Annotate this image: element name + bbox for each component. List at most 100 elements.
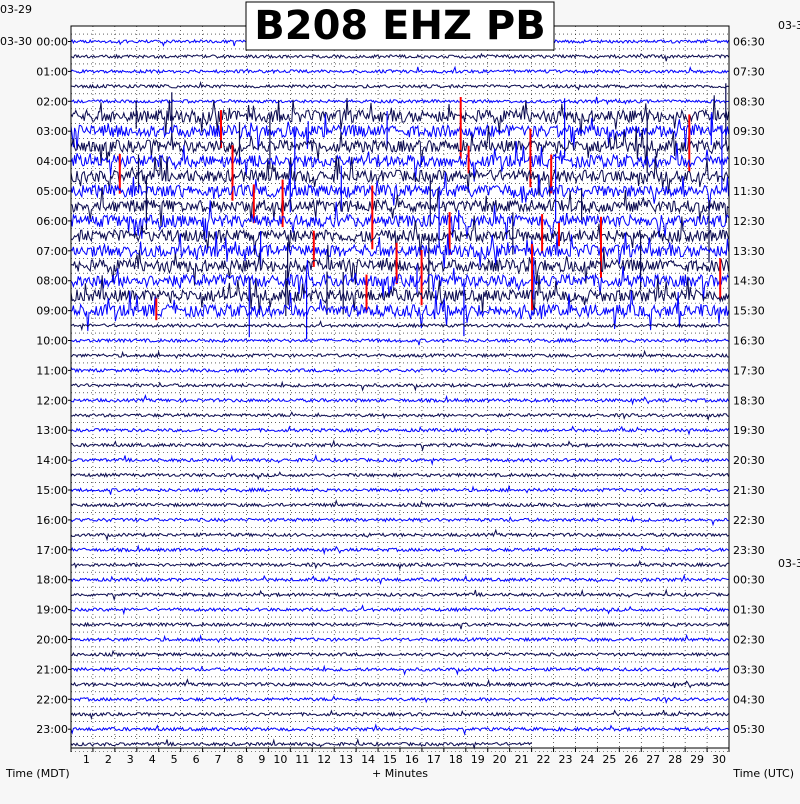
trace-line: [70, 439, 729, 452]
right-hour-label: 10:30: [733, 155, 765, 168]
x-tick-label: 29: [690, 753, 704, 766]
trace-line: [70, 125, 730, 166]
trace-line: [70, 319, 729, 332]
left-hour-label: 09:00: [36, 305, 68, 318]
trace-line: [70, 559, 729, 571]
trace-line: [70, 65, 729, 75]
right-axis-label: Time (UTC): [732, 767, 794, 780]
right-hour-label: 11:30: [733, 185, 765, 198]
trace-line: [70, 649, 730, 658]
left-axis-label: Time (MDT): [5, 767, 70, 780]
left-hour-label: 01:00: [36, 65, 68, 78]
trace-line: [70, 337, 729, 346]
x-tick-label: 1: [83, 753, 90, 766]
left-hour-label: 16:00: [36, 514, 68, 527]
right-hour-label: 15:30: [733, 305, 765, 318]
trace-line: [70, 471, 730, 481]
left-hour-label: 22:00: [36, 693, 68, 706]
left-hour-label: 11:00: [36, 364, 68, 377]
right-hour-label: 05:30: [733, 723, 765, 736]
title-box: [245, 1, 555, 51]
right-hour-label: 13:30: [733, 245, 765, 258]
trace-line: [70, 52, 730, 62]
right-hour-label: 04:30: [733, 693, 765, 706]
trace-line: [70, 96, 729, 106]
trace-line: [70, 544, 729, 556]
x-tick-label: 4: [149, 753, 156, 766]
trace-line: [70, 186, 729, 227]
x-tick-label: 17: [427, 753, 441, 766]
left-hour-label: 13:00: [36, 424, 68, 437]
left-hour-label: 02:00: [36, 95, 68, 108]
trace-line: [70, 366, 730, 374]
trace-line: [70, 499, 730, 508]
trace-line: [70, 95, 730, 137]
x-tick-label: 21: [515, 753, 529, 766]
trace-line: [70, 425, 730, 436]
right-hour-label: 23:30: [733, 544, 765, 557]
trace-line: [70, 349, 729, 360]
x-tick-label: 26: [624, 753, 638, 766]
left-hour-label: 08:00: [36, 275, 68, 288]
right-hour-label: 21:30: [733, 484, 765, 497]
right-hour-label: 18:30: [733, 394, 765, 407]
left-hour-label: 23:00: [36, 723, 68, 736]
x-tick-label: 28: [668, 753, 682, 766]
x-tick-label: 12: [317, 753, 331, 766]
chart-title: B208 EHZ PB: [254, 3, 545, 49]
x-tick-label: 8: [236, 753, 243, 766]
left-hour-label: 12:00: [36, 394, 68, 407]
trace-line: [70, 633, 729, 644]
trace-line: [70, 573, 729, 586]
right-hour-label: 07:30: [733, 65, 765, 78]
trace-line: [70, 80, 729, 91]
trace-line: [70, 664, 729, 676]
trace-line: [70, 709, 729, 721]
trace-line: [70, 484, 730, 495]
left-hour-label: 10:00: [36, 335, 68, 348]
left-hour-label: 20:00: [36, 634, 68, 647]
left-hour-label: 14:00: [36, 454, 68, 467]
x-tick-label: 24: [580, 753, 594, 766]
right-hour-label: 01:30: [733, 604, 765, 617]
left-hour-label: 19:00: [36, 604, 68, 617]
left-hour-label: 17:00: [36, 544, 68, 557]
right-hour-label: 09:30: [733, 125, 765, 138]
trace-line: [70, 172, 730, 211]
trace-line: [70, 290, 730, 332]
right-date-top: 03-3: [778, 19, 800, 32]
left-date-top: 03-29: [0, 3, 32, 16]
trace-line: [70, 111, 730, 151]
trace-line: [70, 275, 730, 315]
traces: [70, 36, 730, 750]
right-hour-label: 20:30: [733, 454, 765, 467]
left-hour-label: 06:00: [36, 215, 68, 228]
trace-line: [70, 588, 730, 602]
left-hour-label: 15:00: [36, 484, 68, 497]
trace-line: [70, 737, 532, 750]
right-hour-label: 03:30: [733, 663, 765, 676]
left-hour-label: 07:00: [36, 245, 68, 258]
trace-line: [70, 695, 729, 704]
x-tick-label: 7: [215, 753, 222, 766]
left-hour-label: 21:00: [36, 663, 68, 676]
x-tick-label: 20: [493, 753, 507, 766]
left-hour-label: 18:00: [36, 574, 68, 587]
trace-line: [70, 515, 729, 527]
right-hour-label: 14:30: [733, 275, 765, 288]
trace-line: [70, 621, 730, 630]
x-tick-label: 30: [712, 753, 726, 766]
left-hour-labels: 00:00 01:00 02:00 03:00 04:00 05:00 06:00 07:00…: [36, 36, 71, 736]
left-hour-label: 00:00: [36, 36, 68, 49]
trace-line: [70, 155, 730, 197]
right-hour-label: 00:30: [733, 574, 765, 587]
trace-line: [70, 141, 730, 182]
x-tick-label: 6: [193, 753, 200, 766]
right-hour-label: 08:30: [733, 95, 765, 108]
x-tick-label: 13: [339, 753, 353, 766]
trace-line: [70, 231, 730, 270]
x-tick-label: 23: [558, 753, 572, 766]
x-tick-label: 18: [449, 753, 463, 766]
trace-line: [70, 453, 730, 466]
